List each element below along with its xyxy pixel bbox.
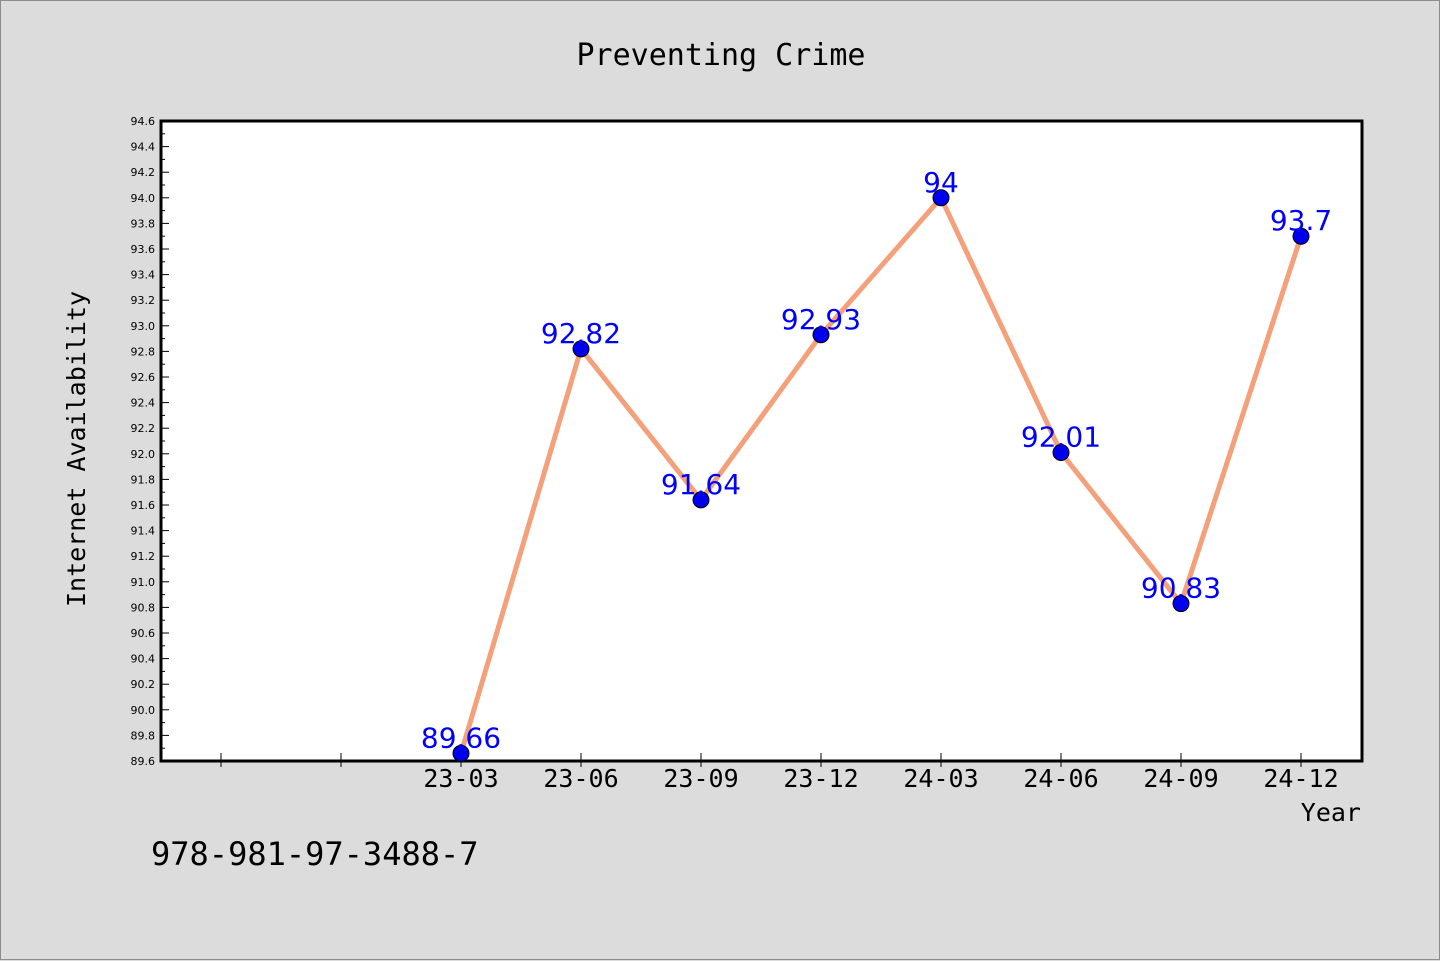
- y-tick-label: 93.0: [131, 320, 156, 333]
- y-tick-label: 91.4: [131, 525, 156, 538]
- series-line-group: [458, 195, 1304, 756]
- y-tick-label: 92.6: [131, 371, 156, 384]
- y-tick-label: 90.6: [131, 627, 156, 640]
- y-axis-label: Internet Availability: [62, 291, 91, 607]
- data-point-marker: [1292, 227, 1310, 245]
- data-value-label: 92.82: [541, 317, 621, 350]
- data-point-marker: [932, 189, 950, 207]
- value-labels-group: 89.66 92.82 91.64 92.93 94 92.01 90.83 93.7: [421, 166, 1332, 755]
- x-tick-label: 23-09: [663, 764, 738, 793]
- x-tick-label: 24-12: [1263, 764, 1338, 793]
- data-point-marker: [452, 744, 470, 762]
- isbn-text: 978-981-97-3488-7: [151, 835, 479, 873]
- series-line: [458, 195, 1304, 756]
- data-point-marker: [692, 491, 710, 509]
- data-value-label: 91.64: [661, 468, 741, 501]
- data-point-marker: [572, 340, 590, 358]
- data-point-marker: [1172, 595, 1190, 613]
- y-axis-ticks: 89.6 89.8 90.0 90.2 90.4 90.6 90.8 91.0 91.2 91.4…: [131, 115, 169, 768]
- y-tick-label: 92.8: [131, 345, 156, 358]
- y-tick-label: 94.6: [131, 115, 156, 128]
- y-tick-label: 94.2: [131, 166, 156, 179]
- data-value-label: 93.7: [1270, 204, 1332, 237]
- x-axis-label: Year: [1301, 798, 1361, 827]
- y-tick-label: 91.8: [131, 473, 156, 486]
- y-tick-label: 93.4: [131, 269, 156, 282]
- x-tick-label: 23-06: [543, 764, 618, 793]
- y-tick-label: 89.8: [131, 729, 156, 742]
- y-tick-label: 91.0: [131, 576, 156, 589]
- y-tick-label: 90.0: [131, 704, 156, 717]
- y-tick-label: 93.8: [131, 217, 156, 230]
- y-tick-label: 94.4: [131, 141, 156, 154]
- x-tick-label: 24-09: [1143, 764, 1218, 793]
- x-tick-label: 23-03: [423, 764, 498, 793]
- y-tick-label: 92.2: [131, 422, 156, 435]
- chart-title: Preventing Crime: [577, 38, 866, 73]
- y-tick-label: 94.0: [131, 192, 156, 205]
- data-value-label: 94: [923, 166, 959, 199]
- x-tick-label: 24-03: [903, 764, 978, 793]
- y-tick-label: 93.2: [131, 294, 156, 307]
- data-value-label: 92.93: [781, 303, 861, 336]
- data-value-label: 92.01: [1021, 421, 1101, 454]
- data-value-label: 89.66: [421, 721, 501, 754]
- y-tick-label: 89.6: [131, 755, 156, 768]
- plot-area: [159, 119, 1364, 763]
- y-tick-label: 90.2: [131, 678, 156, 691]
- data-value-label: 90.83: [1141, 572, 1221, 605]
- data-point-marker: [812, 326, 830, 344]
- y-tick-label: 93.6: [131, 243, 156, 256]
- x-tick-label: 23-12: [783, 764, 858, 793]
- y-tick-label: 91.2: [131, 550, 156, 563]
- y-tick-label: 90.8: [131, 601, 156, 614]
- x-axis-ticks: 23-03 23-06 23-09 23-12 24-03 24-06 24-09 24-12: [220, 753, 1339, 793]
- series-markers-group: [452, 189, 1310, 762]
- y-tick-label: 91.6: [131, 499, 156, 512]
- y-tick-label: 90.4: [131, 653, 156, 666]
- y-tick-label: 92.0: [131, 448, 156, 461]
- data-point-marker: [1052, 444, 1070, 462]
- x-tick-label: 24-06: [1023, 764, 1098, 793]
- y-tick-label: 92.4: [131, 397, 156, 410]
